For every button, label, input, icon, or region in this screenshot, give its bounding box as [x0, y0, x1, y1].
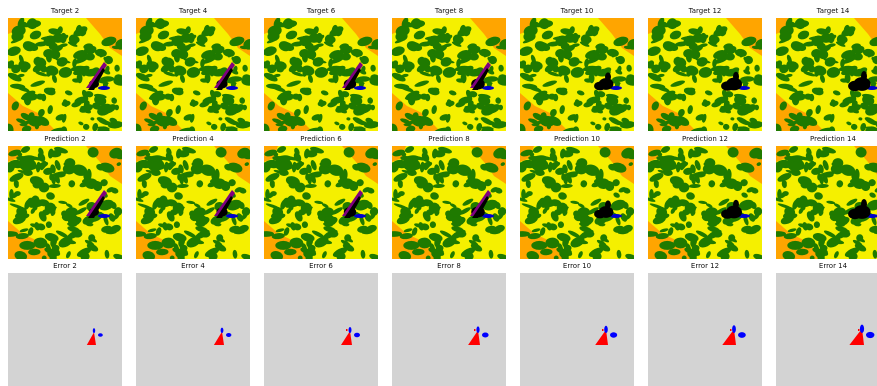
- land-cover-map: [392, 146, 506, 259]
- land-cover-map: [520, 146, 634, 259]
- panel-title: Error 10: [520, 260, 634, 272]
- error-map: [520, 273, 634, 386]
- error-map: [392, 273, 506, 386]
- panel-title: Error 12: [648, 260, 762, 272]
- land-cover-map: [776, 18, 877, 131]
- land-cover-map: [520, 18, 634, 131]
- land-cover-map: [264, 18, 378, 131]
- panel-title: Error 14: [776, 260, 877, 272]
- land-cover-map: [648, 146, 762, 259]
- land-cover-map: [264, 146, 378, 259]
- water-body: [354, 214, 366, 218]
- panel-title: Target 8: [392, 5, 506, 17]
- panel-title: Error 6: [264, 260, 378, 272]
- panel-title: Prediction 6: [264, 133, 378, 145]
- panel-title: Error 8: [392, 260, 506, 272]
- water-body: [354, 86, 366, 90]
- water-body: [98, 86, 110, 90]
- water-body: [226, 86, 238, 90]
- panel-title: Target 12: [648, 5, 762, 17]
- water-body: [226, 214, 238, 218]
- panel-title: Prediction 10: [520, 133, 634, 145]
- panel-title: Prediction 8: [392, 133, 506, 145]
- error-background: [136, 273, 250, 386]
- land-cover-map: [136, 146, 250, 259]
- error-map: [264, 273, 378, 386]
- panel-title: Error 2: [8, 260, 122, 272]
- error-background: [264, 273, 378, 386]
- land-cover-map: [776, 146, 877, 259]
- land-cover-map: [392, 18, 506, 131]
- error-background: [648, 273, 762, 386]
- error-map: [136, 273, 250, 386]
- error-background: [8, 273, 122, 386]
- panel-title: Prediction 14: [776, 133, 877, 145]
- panel-title: Target 10: [520, 5, 634, 17]
- panel-title: Target 6: [264, 5, 378, 17]
- panel-title: Prediction 12: [648, 133, 762, 145]
- panel-title: Target 4: [136, 5, 250, 17]
- land-cover-map: [8, 146, 122, 259]
- land-cover-map: [136, 18, 250, 131]
- error-background: [520, 273, 634, 386]
- error-background: [392, 273, 506, 386]
- panel-title: Prediction 4: [136, 133, 250, 145]
- land-cover-map: [648, 18, 762, 131]
- panel-title: Target 14: [776, 5, 877, 17]
- error-map: [776, 273, 877, 386]
- error-map: [648, 273, 762, 386]
- panel-title: Target 2: [8, 5, 122, 17]
- panel-title: Prediction 2: [8, 133, 122, 145]
- water-body: [98, 214, 110, 218]
- panel-title: Error 4: [136, 260, 250, 272]
- land-cover-map: [8, 18, 122, 131]
- error-map: [8, 273, 122, 386]
